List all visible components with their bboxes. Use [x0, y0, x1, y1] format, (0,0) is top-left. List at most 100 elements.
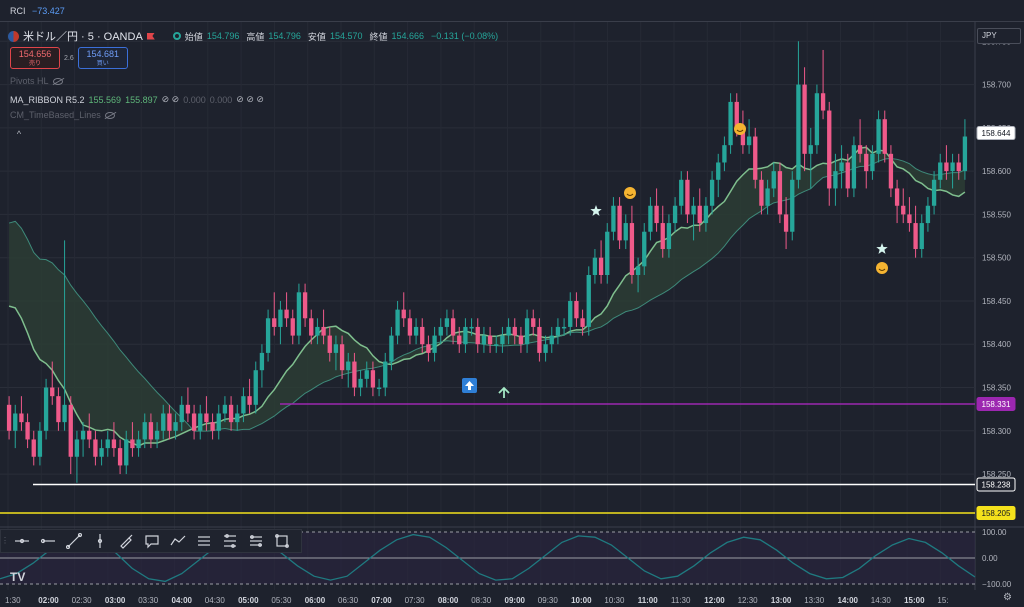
candle-body: [191, 413, 197, 431]
candle-body: [265, 318, 271, 353]
price-label: 158.250: [982, 470, 1011, 479]
time-tick: 08:30: [471, 596, 492, 605]
rci-scale-label: 0.00: [982, 554, 998, 563]
candle-body: [790, 179, 795, 232]
currency-selector[interactable]: JPY: [977, 28, 1021, 44]
vertical-line-tool-button[interactable]: [87, 530, 113, 552]
candle-body: [284, 309, 289, 319]
candle-body: [395, 309, 400, 336]
candle-body: [302, 292, 308, 319]
empty-value-icon: ⊘ ⊘ ⊘: [236, 94, 264, 104]
candle-body: [198, 413, 203, 431]
brush-icon: [120, 534, 133, 549]
candle-body: [944, 162, 949, 172]
candle-body: [512, 326, 517, 336]
hidden-eye-icon[interactable]: [104, 111, 115, 119]
gear-icon[interactable]: ⚙: [1003, 592, 1012, 603]
candle-body: [709, 179, 715, 206]
ribbon-value-1: 155.569: [88, 94, 122, 105]
fib-icon: [198, 536, 210, 546]
candle-body: [327, 335, 332, 353]
parallel-channel-tool-button[interactable]: [217, 530, 243, 552]
price-label: 158.400: [982, 340, 1011, 349]
candle-body: [420, 326, 425, 345]
pitchfork-tool-button[interactable]: [243, 530, 269, 552]
candle-body: [272, 318, 277, 327]
low-label: 安値: [307, 31, 326, 42]
candle-body: [654, 205, 659, 224]
candle-body: [734, 101, 739, 128]
candle-body: [771, 171, 776, 189]
candle-body: [259, 352, 265, 371]
candle-body: [617, 205, 622, 241]
candle-body: [722, 145, 727, 163]
candle-body: [62, 404, 67, 423]
symbol-name[interactable]: 米ドル／円 · 5 · OANDA: [23, 31, 143, 43]
trend-line-tool-button[interactable]: [61, 530, 87, 552]
candle-body: [833, 171, 838, 189]
collapse-legend-button[interactable]: ^: [16, 129, 22, 139]
sell-button[interactable]: 154.656 売り: [10, 47, 60, 69]
time-axis[interactable]: 1:30 02:00 02:30 03:00 03:30 04:00 04:30 05:00 0…: [0, 590, 975, 607]
candle-body: [635, 266, 641, 275]
candle-body: [117, 448, 123, 466]
tradingview-logo[interactable]: TV: [10, 570, 26, 584]
candle-body: [642, 231, 647, 267]
fib-tool-button[interactable]: [191, 530, 217, 552]
candle-body: [568, 300, 573, 327]
candle-body: [444, 318, 450, 327]
candle-body: [962, 136, 968, 172]
pivots-name: Pivots HL: [10, 76, 49, 86]
horizontal-ray-tool-button[interactable]: [35, 530, 61, 552]
candle-body: [352, 361, 357, 388]
drag-handle-icon[interactable]: ⋮: [1, 536, 9, 545]
candle-body: [333, 344, 339, 353]
comment-icon: [145, 535, 159, 549]
candle-body: [494, 344, 499, 346]
candle-body: [913, 223, 918, 250]
indicator-ma-ribbon[interactable]: MA_RIBBON R5.2 155.569 155.897 ⊘ ⊘ 0.000…: [10, 94, 264, 105]
smile-emoji-icon: [624, 187, 636, 199]
candle-body: [210, 422, 215, 431]
time-tick: 09:00: [504, 596, 525, 605]
candle-body: [136, 439, 141, 449]
candle-body: [648, 205, 653, 232]
buy-button[interactable]: 154.681 買い: [77, 47, 128, 69]
candle-body: [907, 214, 912, 224]
candle-body: [574, 300, 579, 319]
rectangle-tool-button[interactable]: [269, 530, 295, 552]
brush-tool-button[interactable]: [113, 530, 139, 552]
candle-body: [296, 292, 302, 336]
smile-emoji-icon: [878, 268, 886, 271]
change-value: −0.131 (−0.08%): [431, 31, 499, 41]
price-tag-bg: [976, 126, 1016, 141]
candle-body: [148, 422, 154, 440]
high-value: 154.796: [268, 31, 301, 41]
ma-ribbon-fast-line: [8, 146, 966, 447]
candle-body: [796, 84, 801, 180]
candle-body: [592, 257, 598, 275]
horizontal-line-tool-button[interactable]: [9, 530, 35, 552]
candle-body: [543, 344, 548, 353]
candle-body: [716, 162, 721, 180]
time-tick: 13:30: [804, 596, 825, 605]
candle-body: [808, 145, 813, 154]
hidden-eye-icon[interactable]: [52, 77, 63, 85]
candle-body: [685, 179, 690, 215]
smile-emoji-icon: [626, 193, 634, 196]
indicator-timebased[interactable]: CM_TimeBased_Lines: [10, 110, 115, 120]
time-tick: 07:00: [371, 596, 392, 605]
path-tool-button[interactable]: [165, 530, 191, 552]
candle-body: [315, 326, 320, 336]
smile-emoji-icon: [876, 262, 888, 274]
comment-tool-button[interactable]: [139, 530, 165, 552]
indicator-pivots[interactable]: Pivots HL: [10, 76, 63, 86]
candle-body: [691, 205, 696, 215]
candle-body: [876, 119, 881, 154]
flag-marker-icon[interactable]: [146, 32, 155, 40]
rectangle-icon: [275, 534, 289, 548]
candle-body: [401, 309, 406, 319]
candle-body: [925, 205, 931, 224]
